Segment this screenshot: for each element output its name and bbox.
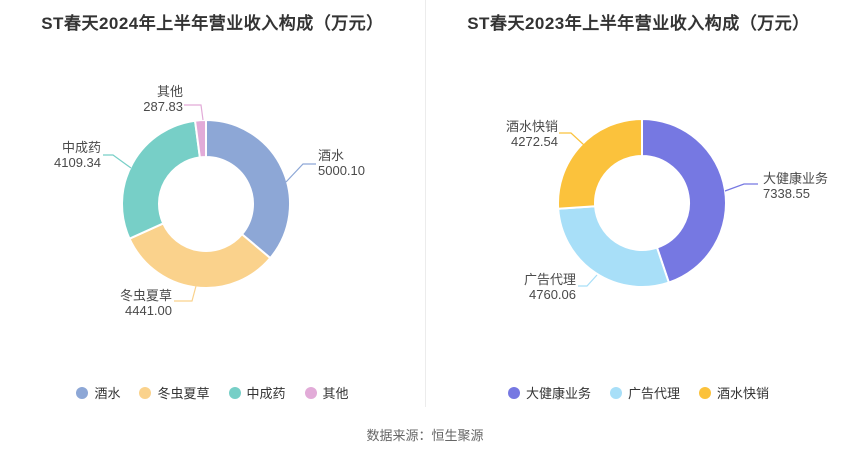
- legend-dot: [699, 386, 711, 399]
- legend-label: 其他: [322, 386, 349, 401]
- label-line-zhongchengyao: [103, 154, 132, 169]
- label-line-dongchongxiacao: [174, 285, 197, 302]
- legend-dot: [304, 386, 317, 399]
- legend-2024: 酒水 冬虫夏草 中成药 其他: [0, 383, 425, 402]
- legend-item-jiushuikuaixiao[interactable]: 酒水快销: [699, 383, 769, 402]
- pie-label-name: 其他: [156, 84, 183, 99]
- pie-label-value: 4760.06: [529, 287, 576, 302]
- legend-label: 冬虫夏草: [157, 386, 210, 401]
- label-lines: [103, 104, 316, 302]
- pie-label-value: 287.83: [143, 99, 183, 114]
- pie-label-value: 4441.00: [125, 303, 172, 318]
- pie-segment-广告代理[interactable]: [557, 205, 670, 288]
- chart-title-2024: ST春天2024年上半年营业收入构成（万元）: [41, 14, 384, 33]
- pie-label-jiushuikuaixiao: 酒水快销 4272.54: [506, 119, 558, 149]
- legend-dot: [139, 386, 152, 399]
- legend-dot: [507, 386, 520, 399]
- legend-label: 中成药: [246, 386, 286, 401]
- donut-chart-2024: [103, 104, 316, 302]
- pie-segment-中成药[interactable]: [121, 119, 201, 240]
- pie-label-value: 5000.10: [318, 163, 365, 178]
- donut-chart-2023: [557, 118, 758, 288]
- pie-segment-冬虫夏草[interactable]: [128, 222, 272, 289]
- label-lines: [559, 132, 758, 287]
- pie-label-name: 酒水: [318, 148, 345, 163]
- legend-item-guanggaodaili[interactable]: 广告代理: [609, 383, 680, 402]
- chart-panel-2024: ST春天2024年上半年营业收入构成（万元） 其他 287.83 中成药 410…: [0, 0, 425, 410]
- legend-label: 广告代理: [627, 386, 680, 401]
- pie-segment-酒水快销[interactable]: [557, 118, 643, 210]
- pie-label-name: 中成药: [61, 140, 101, 155]
- pie-label-guanggaodaili: 广告代理 4760.06: [524, 272, 576, 302]
- legend-item-zhongchengyao[interactable]: 中成药: [228, 383, 286, 402]
- legend-item-dongchongxiacao[interactable]: 冬虫夏草: [139, 383, 210, 402]
- donut-segments: [557, 118, 727, 288]
- legend-label: 大健康业务: [525, 386, 591, 401]
- pie-label-name: 酒水快销: [505, 119, 558, 134]
- pie-label-dajiankang: 大健康业务 7338.55: [763, 171, 828, 201]
- pie-label-value: 4109.34: [54, 155, 101, 170]
- label-line-dajiankang: [724, 183, 758, 192]
- pie-segment-酒水[interactable]: [205, 119, 291, 260]
- chart-panel-2023: ST春天2023年上半年营业收入构成（万元） 酒水快销 4272.54 大健康业…: [426, 0, 850, 410]
- label-line-jiushuikuaixiao: [559, 132, 585, 146]
- label-line-guanggaodaili: [578, 274, 598, 287]
- pie-label-name: 大健康业务: [763, 171, 829, 186]
- pie-label-name: 广告代理: [523, 272, 576, 287]
- legend-dot: [76, 386, 89, 399]
- panel-divider: [425, 0, 426, 407]
- legend-item-qita[interactable]: 其他: [304, 383, 349, 402]
- pie-label-name: 冬虫夏草: [119, 288, 172, 303]
- pie-label-value: 4272.54: [511, 134, 558, 149]
- pie-label-zhongchengyao: 中成药 4109.34: [54, 140, 101, 170]
- legend-dot: [228, 386, 241, 399]
- label-line-qita: [184, 104, 204, 121]
- pie-segment-其他[interactable]: [194, 119, 207, 159]
- data-source: 数据来源：恒生聚源: [366, 428, 484, 443]
- chart-title-2023: ST春天2023年上半年营业收入构成（万元）: [467, 14, 810, 33]
- pie-label-dongchongxiacao: 冬虫夏草 4441.00: [120, 288, 172, 318]
- label-line-jiushui: [285, 163, 316, 183]
- legend-label: 酒水: [94, 386, 121, 401]
- legend-label: 酒水快销: [717, 386, 770, 401]
- pie-label-qita: 其他 287.83: [143, 84, 183, 114]
- pie-segment-大健康业务[interactable]: [641, 118, 727, 284]
- legend-item-jiushui[interactable]: 酒水: [76, 383, 120, 402]
- legend-dot: [609, 386, 622, 399]
- legend-item-dajiankang[interactable]: 大健康业务: [507, 383, 591, 402]
- pie-label-value: 7338.55: [763, 186, 810, 201]
- donut-segments: [121, 119, 291, 289]
- legend-2023: 大健康业务 广告代理 酒水快销: [426, 383, 850, 402]
- pie-label-jiushui: 酒水 5000.10: [318, 148, 365, 178]
